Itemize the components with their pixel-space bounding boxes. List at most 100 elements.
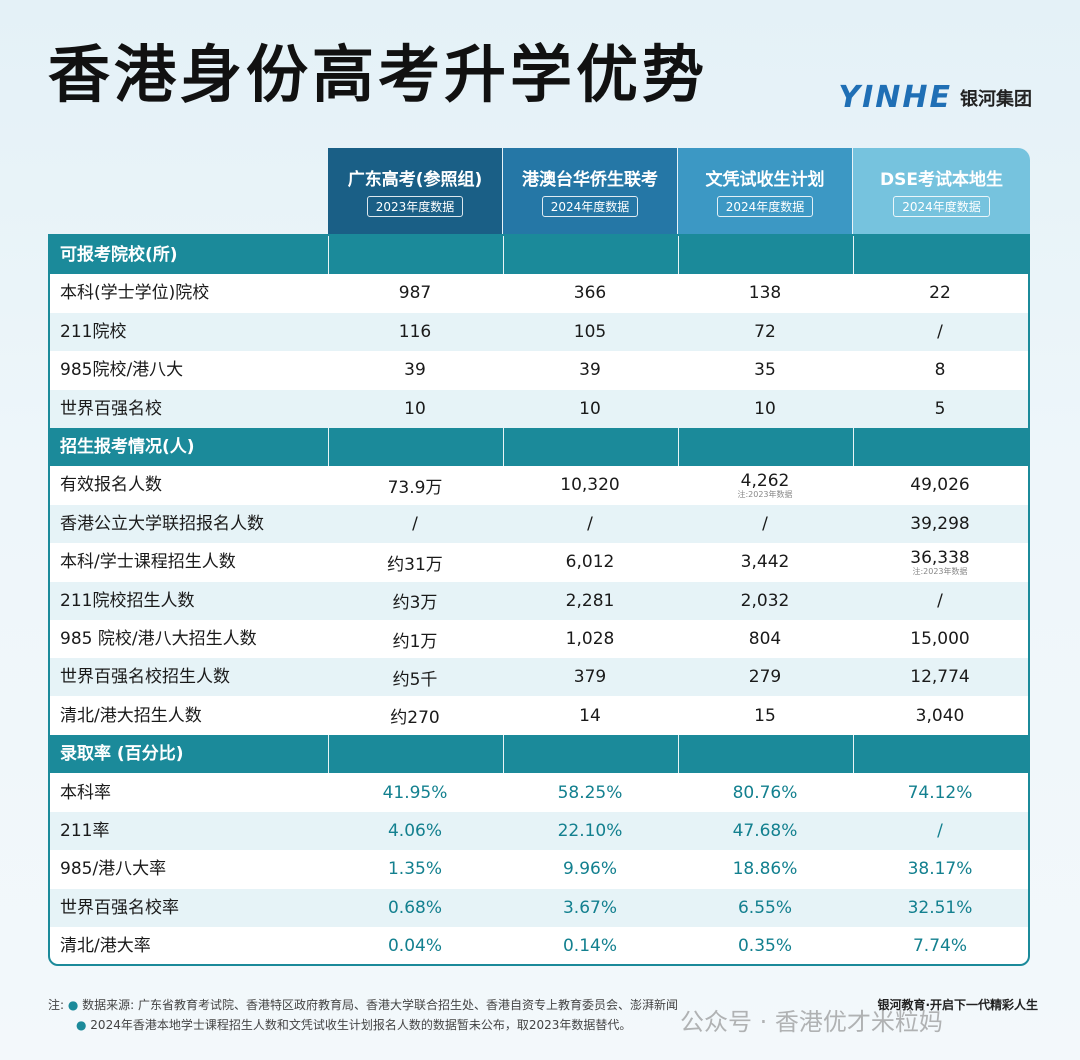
cell-value: 35 [754, 360, 776, 381]
table-cell: 73.9万 [328, 466, 502, 504]
table-cell: 105 [503, 313, 677, 351]
cell-value: 3.67% [562, 897, 617, 918]
column-header-year: 2023年度数据 [366, 196, 464, 217]
table-row: 985 院校/港八大招生人数 约1万 1,028 804 15,000 [50, 620, 1028, 658]
table-row: 本科率 41.95% 58.25% 80.76% 74.12% [50, 774, 1028, 812]
table-cell: 38.17% [853, 850, 1027, 888]
cell-value: 74.12% [907, 782, 973, 803]
cell-value: / [937, 590, 943, 611]
table-cell: 约5千 [328, 658, 502, 696]
cell-value: 105 [573, 321, 607, 342]
cell-value: 39,298 [910, 513, 970, 534]
cell-value: / [412, 513, 418, 534]
divider [853, 428, 854, 466]
table-cell: 72 [678, 313, 852, 351]
row-label: 世界百强名校率 [60, 897, 179, 918]
table-cell: 15,000 [853, 620, 1027, 658]
cell-value: 73.9万 [387, 477, 443, 498]
table-cell: 58.25% [503, 774, 677, 812]
table-cell: 14 [503, 697, 677, 735]
brand-name: 银河集团 [960, 88, 1032, 110]
cell-value: 约270 [390, 708, 440, 729]
table-cell: 41.95% [328, 774, 502, 812]
table-cell: 4.06% [328, 812, 502, 850]
table-cell: 5 [853, 390, 1027, 428]
table-cell: 0.14% [503, 927, 677, 964]
cell-value: 6.55% [737, 897, 792, 918]
cell-value: 0.14% [562, 936, 617, 957]
cell-value: 987 [398, 283, 432, 304]
comparison-table: 广东高考(参照组) 2023年度数据 港澳台华侨生联考 2024年度数据 文凭试收生计划… [48, 148, 1030, 966]
table-cell: 约3万 [328, 582, 502, 620]
table-cell: 3.67% [503, 889, 677, 927]
footer-prefix: 注: [48, 998, 65, 1012]
table-cell: 39 [503, 351, 677, 389]
table-cell: / [328, 505, 502, 543]
cell-value: 116 [398, 321, 432, 342]
cell-value: 366 [573, 283, 607, 304]
table-cell: 47.68% [678, 812, 852, 850]
cell-value: 0.68% [387, 897, 442, 918]
table-row: 211院校 116 105 72 / [50, 312, 1028, 351]
cell-value: 9.96% [562, 859, 617, 880]
cell-value: 10 [754, 398, 776, 419]
divider [853, 735, 854, 774]
cell-value: 约3万 [392, 593, 438, 614]
cell-value: 10,320 [560, 475, 620, 496]
cell-value: 39 [404, 360, 426, 381]
cell-value: 15 [754, 705, 776, 726]
table-row: 本科/学士课程招生人数 约31万 6,012 3,442 36,338 注:2023年数据 [50, 543, 1028, 581]
table-cell: 10 [328, 390, 502, 428]
divider [328, 735, 329, 774]
row-label: 有效报名人数 [60, 475, 162, 496]
cell-value: 14 [579, 705, 601, 726]
column-header: 文凭试收生计划 2024年度数据 [678, 148, 852, 234]
table-cell: 379 [503, 658, 677, 696]
cell-value: 22 [929, 283, 951, 304]
cell-value: 15,000 [910, 629, 970, 649]
table-cell: 12,774 [853, 658, 1027, 696]
table-row: 211院校招生人数 约3万 2,281 2,032 / [50, 581, 1028, 620]
table-cell: 约270 [328, 697, 502, 735]
cell-value: / [587, 513, 593, 534]
cell-value: 7.74% [912, 936, 967, 957]
table-cell: 4,262 注:2023年数据 [678, 466, 852, 504]
cell-value: 2,032 [740, 590, 790, 611]
table-cell: / [678, 505, 852, 543]
table-cell: 279 [678, 658, 852, 696]
table-cell: / [503, 505, 677, 543]
table-row: 211率 4.06% 22.10% 47.68% / [50, 812, 1028, 850]
cell-value: 279 [748, 667, 782, 688]
cell-value: 约5千 [392, 669, 438, 690]
table-cell: 18.86% [678, 850, 852, 888]
table-row: 985院校/港八大 39 39 35 8 [50, 351, 1028, 389]
brand: YINHE 银河集团 [838, 80, 1032, 115]
table-cell: 35 [678, 351, 852, 389]
row-label: 本科(学士学位)院校 [60, 283, 210, 304]
cell-value: 0.35% [737, 936, 792, 957]
cell-value: 4.06% [387, 821, 442, 841]
table-cell: 15 [678, 697, 852, 735]
row-label: 清北/港大率 [60, 936, 151, 957]
cell-value: 39 [579, 360, 601, 381]
table-body: 可报考院校(所) 本科(学士学位)院校 987 366 138 22 211院校 116 105… [48, 234, 1030, 966]
footer-slogan: 银河教育·开启下一代精彩人生 [877, 998, 1038, 1012]
table-cell: 约1万 [328, 620, 502, 658]
divider [678, 236, 679, 274]
cell-note: 注:2023年数据 [737, 489, 793, 499]
row-label: 211院校 [60, 321, 127, 342]
cell-value: 0.04% [387, 936, 442, 957]
footer-source-text: 数据来源: 广东省教育考试院、香港特区政府教育局、香港大学联合招生处、香港自资专… [82, 998, 679, 1012]
section-title: 录取率 (百分比) [60, 744, 184, 765]
section-title: 可报考院校(所) [60, 245, 178, 265]
column-header: 广东高考(参照组) 2023年度数据 [328, 148, 502, 234]
cell-value: 49,026 [910, 475, 970, 496]
table-row: 世界百强名校招生人数 约5千 379 279 12,774 [50, 658, 1028, 697]
section-header: 录取率 (百分比) [50, 735, 1028, 774]
cell-value: 72 [754, 321, 776, 342]
cell-value: 2,281 [565, 590, 615, 611]
cell-value: 1.35% [387, 859, 442, 880]
table-row: 有效报名人数 73.9万 10,320 4,262 注:2023年数据 49,026 [50, 466, 1028, 504]
table-cell: 0.04% [328, 927, 502, 964]
cell-value: 1,028 [565, 629, 615, 649]
